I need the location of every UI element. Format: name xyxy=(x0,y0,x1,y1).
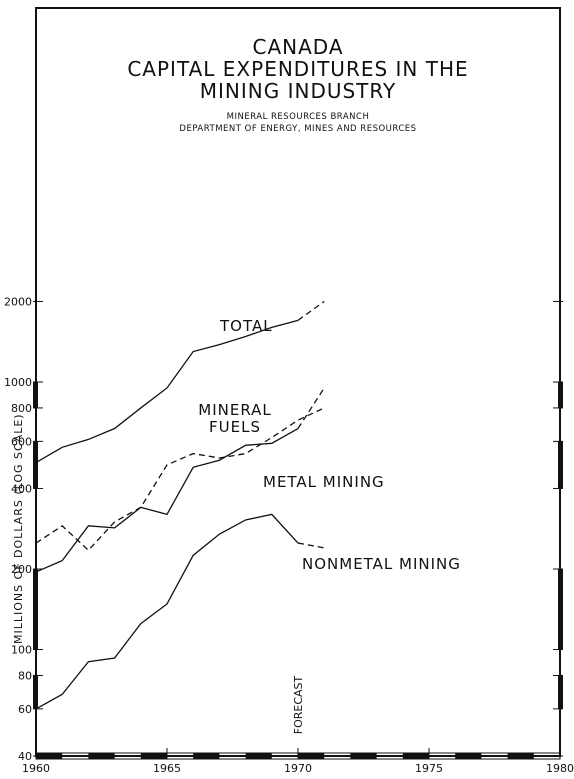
chart-subtitle: MINERAL RESOURCES BRANCH xyxy=(226,112,370,122)
x-tick-label: 1970 xyxy=(284,762,312,775)
x-tick-label: 1960 xyxy=(22,762,50,775)
y-axis-label: MILLIONS OF DOLLARS (LOG SCALE) xyxy=(12,413,25,644)
chart-subtitle: DEPARTMENT OF ENERGY, MINES AND RESOURCE… xyxy=(179,124,417,134)
chart-title: CANADA xyxy=(252,35,344,59)
series-label: METAL MINING xyxy=(263,473,385,491)
axis-bar xyxy=(298,753,325,759)
axis-bar xyxy=(558,382,563,408)
axis-bar xyxy=(402,753,429,759)
y-tick-label: 40 xyxy=(18,750,32,763)
series-line xyxy=(297,300,325,321)
chart-title: CAPITAL EXPENDITURES IN THE xyxy=(127,57,469,81)
series-line xyxy=(35,427,299,573)
y-tick-label: 800 xyxy=(11,402,32,415)
annotation: FORECAST xyxy=(292,675,305,734)
axis-bar xyxy=(36,753,63,759)
y-tick-label: 200 xyxy=(11,563,32,576)
axis-bar xyxy=(350,753,377,759)
series-label: NONMETAL MINING xyxy=(302,555,461,573)
axis-bar xyxy=(33,441,38,489)
axis-bar xyxy=(88,753,115,759)
axis-bar xyxy=(558,569,563,650)
y-tick-label: 2000 xyxy=(4,295,32,308)
series-label: TOTAL xyxy=(220,317,273,335)
axis-bar xyxy=(33,382,38,408)
chart-title: MINING INDUSTRY xyxy=(199,79,397,103)
x-tick-label: 1980 xyxy=(546,762,574,775)
axis-bar xyxy=(193,753,220,759)
y-tick-label: 60 xyxy=(18,703,32,716)
y-tick-label: 400 xyxy=(11,482,32,495)
series-line xyxy=(297,387,325,429)
x-tick-label: 1975 xyxy=(415,762,443,775)
y-tick-label: 1000 xyxy=(4,376,32,389)
axis-bar xyxy=(558,675,563,709)
y-tick-label: 80 xyxy=(18,669,32,682)
axis-bar xyxy=(33,569,38,650)
series-line xyxy=(35,513,299,710)
series-line xyxy=(35,319,299,464)
axis-bar xyxy=(33,675,38,709)
x-tick-label: 1965 xyxy=(153,762,181,775)
axis-bar xyxy=(140,753,167,759)
axis-bar xyxy=(507,753,534,759)
axis-bar xyxy=(455,753,482,759)
y-tick-label: 600 xyxy=(11,435,32,448)
series-label: MINERAL FUELS xyxy=(198,401,272,436)
axis-bar xyxy=(245,753,272,759)
y-tick-label: 100 xyxy=(11,644,32,657)
axis-bar xyxy=(558,441,563,489)
series-line xyxy=(297,542,325,549)
series-line xyxy=(35,407,325,552)
